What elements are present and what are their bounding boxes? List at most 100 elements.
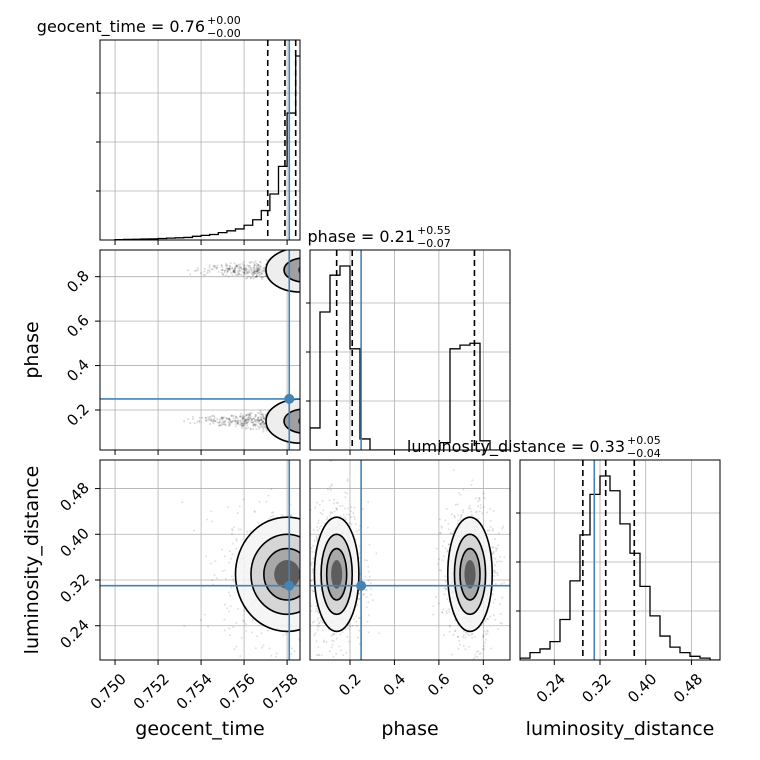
scatter-point	[243, 620, 246, 623]
scatter-point	[244, 420, 247, 423]
scatter-point	[447, 522, 450, 525]
scatter-point	[262, 428, 265, 431]
x-axis-label: luminosity_distance	[526, 718, 715, 740]
scatter-point	[300, 418, 302, 420]
panel-title: phase = 0.21	[308, 227, 415, 246]
scatter-point	[321, 513, 324, 516]
scatter-point	[262, 415, 265, 418]
scatter-point	[249, 261, 252, 264]
scatter-point	[301, 429, 303, 431]
scatter-point	[281, 513, 284, 516]
scatter-point	[218, 421, 221, 424]
scatter-point	[223, 555, 226, 558]
scatter-point	[302, 267, 304, 269]
scatter-point	[243, 263, 246, 266]
scatter-point	[303, 641, 305, 643]
scatter-point	[476, 504, 479, 507]
scatter-point	[448, 543, 451, 546]
scatter-point	[254, 272, 257, 275]
scatter-point	[302, 419, 304, 421]
scatter-point	[252, 424, 255, 427]
scatter-point	[300, 413, 302, 415]
scatter-point	[303, 516, 305, 518]
scatter-point	[259, 423, 262, 426]
scatter-point	[314, 632, 317, 635]
scatter-point	[235, 539, 238, 542]
scatter-point	[234, 271, 237, 274]
scatter-point	[262, 270, 265, 273]
scatter-point	[230, 414, 233, 417]
scatter-point	[258, 271, 261, 274]
scatter-point	[459, 516, 462, 519]
scatter-point	[328, 514, 331, 517]
scatter-point	[220, 416, 223, 419]
scatter-point	[330, 483, 333, 486]
scatter-point	[254, 423, 257, 426]
scatter-point	[302, 276, 304, 278]
scatter-point	[301, 559, 303, 561]
scatter-point	[485, 638, 488, 641]
y-tick-label: 0.32	[56, 570, 92, 606]
scatter-point	[229, 605, 232, 608]
scatter-point	[239, 412, 242, 415]
scatter-point	[260, 272, 263, 275]
scatter-point	[252, 417, 255, 420]
scatter-point	[256, 418, 259, 421]
scatter-point	[241, 417, 244, 420]
scatter-point	[248, 417, 251, 420]
scatter-point	[313, 620, 316, 623]
scatter-point	[260, 276, 263, 279]
y-tick-label: 0.48	[56, 479, 92, 515]
scatter-point	[481, 635, 484, 638]
histogram-step	[310, 265, 510, 450]
scatter-point	[472, 674, 474, 676]
scatter-point	[353, 618, 356, 621]
scatter-point	[302, 276, 304, 278]
scatter-point	[315, 537, 318, 540]
scatter-point	[223, 629, 226, 632]
scatter-point	[300, 421, 302, 423]
scatter-point	[337, 679, 339, 681]
scatter-point	[235, 415, 238, 418]
scatter-point	[432, 613, 435, 616]
scatter-point	[203, 613, 206, 616]
scatter-point	[302, 259, 304, 261]
scatter-point	[496, 572, 499, 575]
scatter-point	[231, 532, 234, 535]
scatter-point	[242, 260, 245, 263]
scatter-point	[253, 266, 256, 269]
scatter-point	[246, 277, 249, 280]
scatter-point	[275, 652, 278, 655]
scatter-point	[378, 632, 381, 635]
scatter-point	[237, 263, 240, 266]
scatter-point	[301, 553, 303, 555]
scatter-point	[220, 424, 223, 427]
scatter-point	[468, 505, 471, 508]
scatter-point	[301, 433, 303, 435]
scatter-point	[307, 619, 309, 621]
scatter-point	[222, 423, 225, 426]
scatter-point	[479, 504, 482, 507]
scatter-point	[227, 275, 230, 278]
scatter-point	[244, 267, 247, 270]
scatter-point	[220, 271, 223, 274]
scatter-point	[316, 501, 319, 504]
scatter-point	[225, 262, 228, 265]
scatter-point	[240, 636, 243, 639]
scatter-point	[253, 270, 256, 273]
scatter-point	[230, 575, 233, 578]
scatter-point	[265, 427, 268, 430]
scatter-point	[302, 273, 304, 275]
scatter-point	[249, 413, 252, 416]
scatter-point	[219, 418, 222, 421]
scatter-point	[234, 268, 237, 271]
scatter-point	[362, 593, 365, 596]
scatter-point	[301, 268, 303, 270]
scatter-point	[259, 419, 262, 422]
scatter-point	[250, 419, 253, 422]
scatter-point	[202, 273, 205, 276]
scatter-point	[301, 273, 303, 275]
x-axis-label: phase	[381, 718, 438, 740]
scatter-point	[373, 588, 375, 590]
scatter-point	[221, 418, 224, 421]
